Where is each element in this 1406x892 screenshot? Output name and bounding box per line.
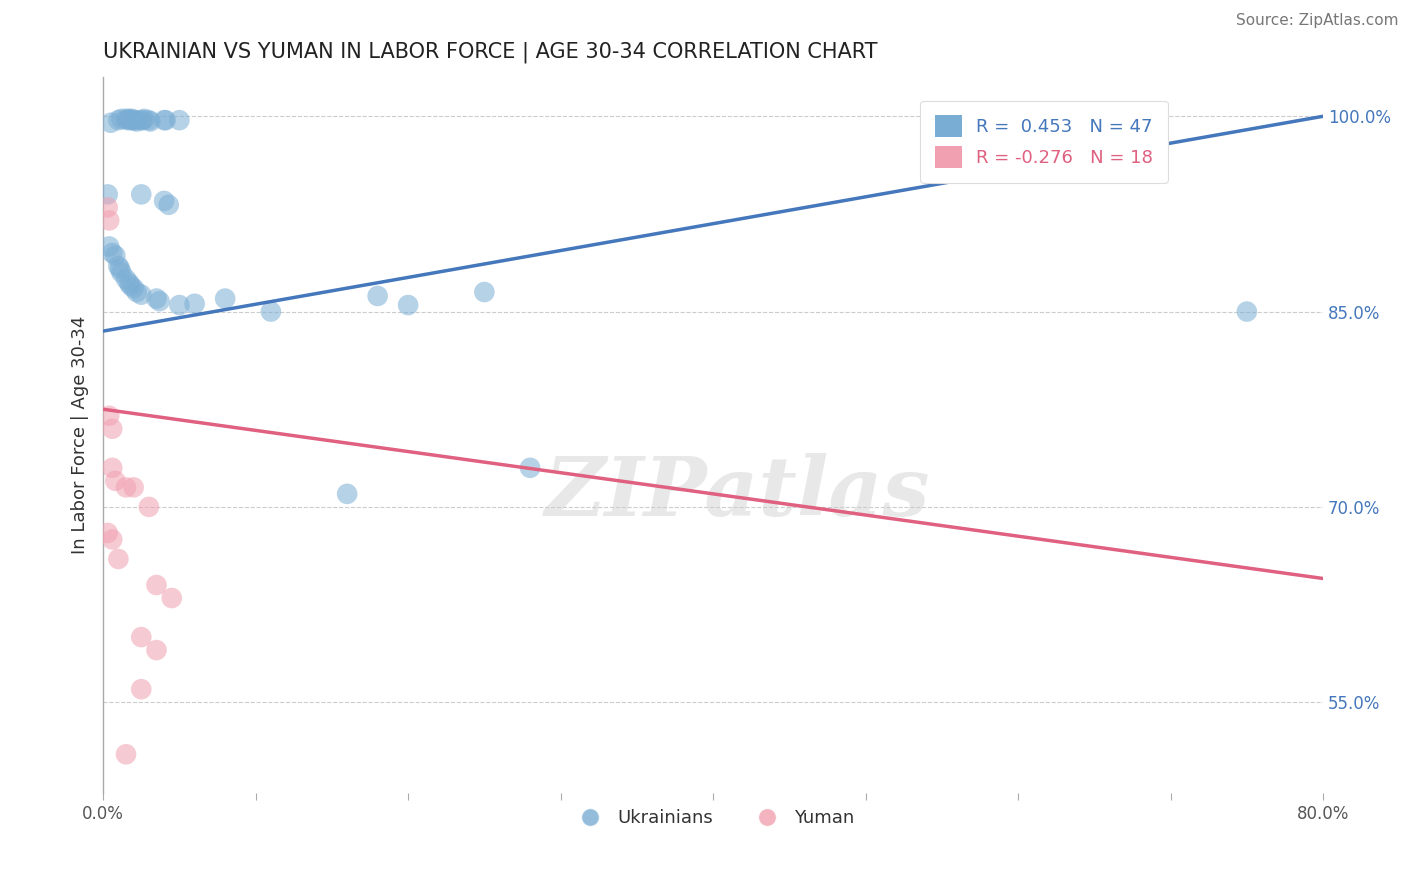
- Point: [129, 113, 152, 128]
- Y-axis label: In Labor Force | Age 30-34: In Labor Force | Age 30-34: [72, 316, 89, 555]
- Point: [474, 285, 496, 299]
- Point: [129, 187, 152, 202]
- Point: [104, 249, 127, 263]
- Point: [115, 112, 138, 126]
- Point: [169, 298, 191, 312]
- Point: [118, 112, 141, 126]
- Point: [98, 213, 121, 227]
- Point: [97, 525, 120, 540]
- Point: [169, 113, 191, 128]
- Point: [120, 113, 142, 128]
- Point: [396, 298, 419, 312]
- Point: [120, 278, 142, 293]
- Point: [98, 239, 121, 253]
- Point: [214, 292, 236, 306]
- Point: [157, 198, 180, 212]
- Point: [183, 297, 205, 311]
- Point: [98, 409, 121, 423]
- Point: [260, 304, 283, 318]
- Point: [122, 113, 145, 128]
- Point: [155, 113, 177, 128]
- Point: [110, 112, 132, 126]
- Point: [153, 194, 176, 208]
- Point: [138, 500, 160, 514]
- Point: [118, 276, 141, 290]
- Point: [115, 480, 138, 494]
- Legend: Ukrainians, Yuman: Ukrainians, Yuman: [565, 802, 862, 834]
- Point: [132, 113, 155, 128]
- Point: [101, 533, 124, 547]
- Point: [145, 578, 167, 592]
- Point: [107, 552, 129, 566]
- Point: [97, 201, 120, 215]
- Point: [121, 112, 143, 126]
- Point: [107, 113, 129, 128]
- Point: [122, 480, 145, 494]
- Text: ZIPatlas: ZIPatlas: [544, 452, 931, 533]
- Point: [148, 294, 170, 309]
- Point: [125, 114, 148, 128]
- Point: [139, 114, 162, 128]
- Point: [124, 113, 146, 128]
- Point: [519, 460, 541, 475]
- Point: [129, 287, 152, 301]
- Point: [117, 113, 139, 128]
- Point: [101, 422, 124, 436]
- Point: [104, 474, 127, 488]
- Point: [1236, 304, 1258, 318]
- Point: [107, 259, 129, 273]
- Point: [101, 246, 124, 260]
- Point: [108, 261, 131, 276]
- Point: [101, 460, 124, 475]
- Point: [138, 113, 160, 128]
- Point: [129, 630, 152, 644]
- Point: [125, 285, 148, 299]
- Point: [100, 116, 122, 130]
- Point: [367, 289, 389, 303]
- Point: [134, 112, 156, 126]
- Point: [153, 113, 176, 128]
- Point: [115, 747, 138, 762]
- Text: Source: ZipAtlas.com: Source: ZipAtlas.com: [1236, 13, 1399, 29]
- Point: [160, 591, 183, 605]
- Point: [115, 272, 138, 286]
- Point: [145, 292, 167, 306]
- Point: [145, 643, 167, 657]
- Point: [336, 487, 359, 501]
- Point: [129, 682, 152, 697]
- Point: [122, 281, 145, 295]
- Point: [110, 266, 132, 280]
- Point: [97, 187, 120, 202]
- Text: UKRAINIAN VS YUMAN IN LABOR FORCE | AGE 30-34 CORRELATION CHART: UKRAINIAN VS YUMAN IN LABOR FORCE | AGE …: [103, 42, 877, 63]
